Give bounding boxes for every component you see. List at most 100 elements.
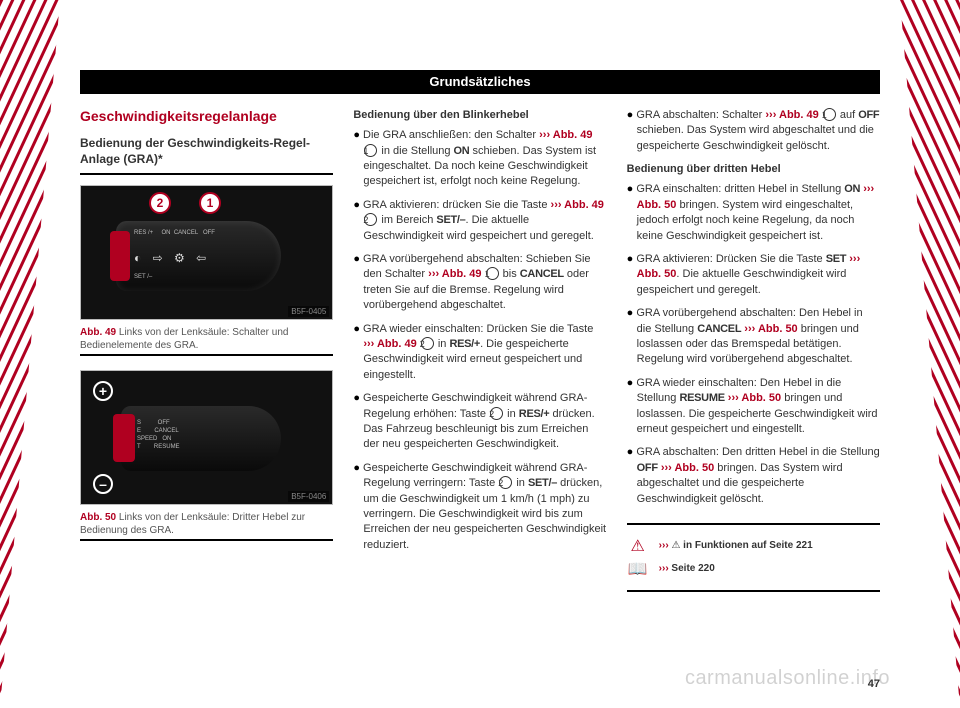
kbd: RES/+ [519, 408, 550, 420]
warning-icon: ⚠ [627, 536, 649, 556]
text: bis [500, 268, 520, 280]
bullet-list: GRA einschalten: dritten Hebel in Stellu… [627, 182, 880, 506]
ref: ››› Abb. 50 [658, 462, 714, 474]
ref: ››› [659, 540, 669, 551]
list-item: GRA vorübergehend abschalten: Den Hebel … [627, 306, 880, 368]
section-title: Geschwindigkeitsregelanlage [80, 108, 333, 124]
num-circle: 2 [499, 476, 512, 489]
text: GRA aktivieren: Drücken Sie die Taste [636, 253, 825, 265]
text: GRA aktivieren: drücken Sie die Taste [363, 199, 551, 211]
kbd: SET/– [528, 477, 557, 489]
num-circle: 1 [823, 108, 836, 121]
list-item: GRA aktivieren: drücken Sie die Taste ››… [353, 198, 606, 244]
ref: ››› Abb. 49 [428, 268, 481, 280]
kbd: SET [826, 253, 847, 265]
list-item: GRA abschalten: Den dritten Hebel in die… [627, 445, 880, 507]
lever-labels-bottom: SET /– [134, 273, 152, 281]
text: GRA abschalten: Schalter [636, 109, 765, 121]
column-1: Geschwindigkeitsregelanlage Bedienung de… [80, 108, 333, 592]
figure-code: B5F-0406 [288, 491, 329, 502]
num-circle: 2 [421, 337, 434, 350]
text: in [504, 408, 519, 420]
kbd: ON [844, 183, 860, 195]
info-row: ⚠ ››› ⚠ in Funktionen auf Seite 221 [627, 536, 880, 556]
num-circle: 1 [364, 144, 377, 157]
lever-labels-top: RES /+ ON CANCEL OFF [134, 229, 215, 237]
text: GRA wieder einschalten: Drücken Sie die … [363, 323, 593, 335]
text: in [513, 477, 528, 489]
text: GRA abschalten: Den dritten Hebel in die… [636, 446, 879, 458]
kbd: SET/– [436, 214, 465, 226]
figure-50-caption: Abb. 50 Links von der Lenksäule: Dritter… [80, 509, 333, 541]
col3-heading: Bedienung über dritten Hebel [627, 162, 880, 176]
list-item: GRA einschalten: dritten Hebel in Stellu… [627, 182, 880, 244]
minus-icon: – [93, 474, 113, 494]
column-2: Bedienung über den Blinkerhebel Die GRA … [353, 108, 606, 592]
lever-illustration-2: S OFF E CANCEL SPEED ON T RESUME [121, 406, 281, 471]
list-item: GRA vorübergehend abschalten: Schieben S… [353, 252, 606, 314]
column-3: GRA abschalten: Schalter ››› Abb. 49 1 a… [627, 108, 880, 592]
kbd: CANCEL [520, 268, 564, 280]
kbd: ON [454, 145, 470, 157]
text: schieben. Das System wird abgeschaltet u… [637, 124, 874, 151]
kbd: OFF [637, 462, 658, 474]
book-icon: 📖 [627, 559, 649, 579]
col2-heading: Bedienung über den Blinkerhebel [353, 108, 606, 122]
info-row: 📖 ››› Seite 220 [627, 559, 880, 579]
list-item: GRA wieder einschalten: Drücken Sie die … [353, 322, 606, 384]
ref: ››› Abb. 49 [363, 338, 416, 350]
figure-49-caption: Abb. 49 Links von der Lenksäule: Schalte… [80, 324, 333, 356]
page-number: 47 [868, 678, 880, 690]
kbd: RESUME [679, 392, 724, 404]
text: in Funktionen auf Seite 221 [680, 540, 812, 551]
stripe-left [0, 0, 60, 708]
ref: ››› Abb. 49 [539, 129, 592, 141]
list-item: Die GRA anschließen: den Schalter ››› Ab… [353, 128, 606, 190]
kbd: RES/+ [449, 338, 480, 350]
lever-illustration: RES /+ ON CANCEL OFF ◐ ⇨ ⚙ ⇦ SET /– [116, 221, 281, 291]
info-text: ››› Seite 220 [659, 563, 715, 574]
watermark: carmanualsonline.info [685, 667, 890, 690]
text: auf [837, 109, 858, 121]
figure-50: + – S OFF E CANCEL SPEED ON T RESUME B5F… [80, 370, 333, 505]
ref: ››› Abb. 49 [551, 199, 604, 211]
info-box: ⚠ ››› ⚠ in Funktionen auf Seite 221 📖 ››… [627, 523, 880, 592]
info-text: ››› ⚠ in Funktionen auf Seite 221 [659, 540, 813, 551]
callout-2: 2 [149, 192, 171, 214]
text: im Bereich [378, 214, 436, 226]
list-item: GRA aktivieren: Drücken Sie die Taste SE… [627, 252, 880, 298]
ref: ››› Abb. 50 [725, 392, 781, 404]
kbd: CANCEL [697, 323, 741, 335]
lever2-labels: S OFF E CANCEL SPEED ON T RESUME [137, 420, 180, 451]
page-content: Grundsätzliches Geschwindigkeitsregelanl… [80, 70, 880, 668]
list-item: GRA abschalten: Schalter ››› Abb. 49 1 a… [627, 108, 880, 154]
caption-label: Abb. 49 [80, 327, 116, 338]
lever-icons: ◐ ⇨ ⚙ ⇦ [134, 251, 210, 265]
figure-code: B5F-0405 [288, 306, 329, 317]
text: in [435, 338, 450, 350]
text: Die GRA anschließen: den Schalter [363, 129, 539, 141]
ref: ››› Abb. 50 [741, 323, 797, 335]
kbd: OFF [858, 109, 879, 121]
num-circle: 2 [364, 213, 377, 226]
caption-label: Abb. 50 [80, 512, 116, 523]
bullet-list: GRA abschalten: Schalter ››› Abb. 49 1 a… [627, 108, 880, 154]
ref: ››› [659, 563, 669, 574]
subsection-title: Bedienung der Geschwindigkeits-Regel-Anl… [80, 136, 333, 167]
callout-1: 1 [199, 192, 221, 214]
figure-49: 2 1 RES /+ ON CANCEL OFF ◐ ⇨ ⚙ ⇦ SET /– … [80, 185, 333, 320]
text: Seite 220 [669, 563, 715, 574]
ref: ››› Abb. 49 [765, 109, 818, 121]
list-item: Gespeicherte Geschwindigkeit während GRA… [353, 461, 606, 553]
stripe-right [900, 0, 960, 708]
num-circle: 1 [486, 267, 499, 280]
page-title: Grundsätzliches [80, 70, 880, 94]
list-item: GRA wieder einschalten: Den Hebel in die… [627, 376, 880, 438]
text: in die Stellung [378, 145, 453, 157]
num-circle: 2 [490, 407, 503, 420]
list-item: Gespeicherte Geschwindigkeit während GRA… [353, 391, 606, 453]
bullet-list: Die GRA anschließen: den Schalter ››› Ab… [353, 128, 606, 553]
text: GRA einschalten: dritten Hebel in Stellu… [636, 183, 844, 195]
plus-icon: + [93, 381, 113, 401]
divider [80, 173, 333, 175]
